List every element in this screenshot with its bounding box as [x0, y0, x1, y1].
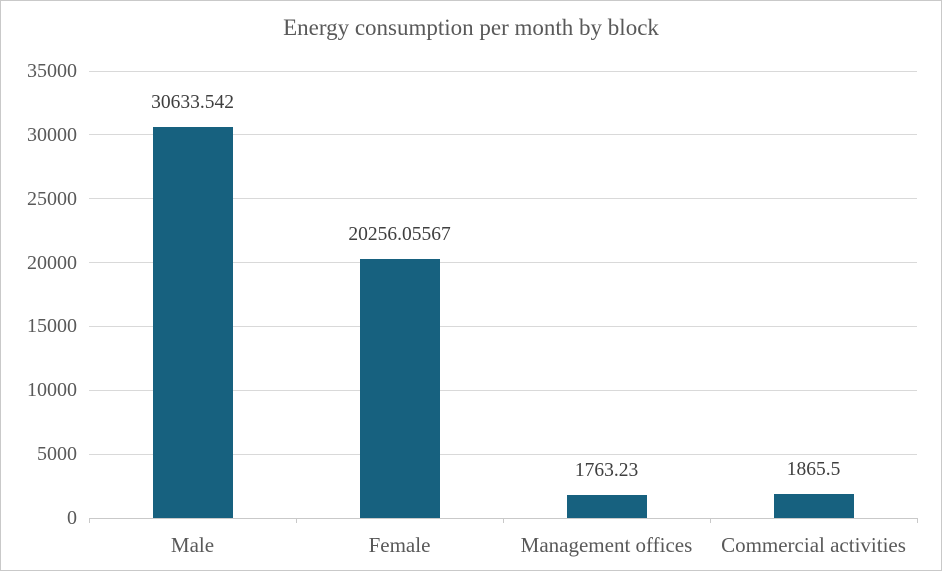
y-tick-label: 20000: [27, 251, 77, 274]
bar: [359, 259, 440, 518]
gridline: [89, 325, 917, 327]
x-axis-tick: [916, 518, 918, 523]
y-tick-label: 30000: [27, 123, 77, 146]
x-axis-tick: [709, 518, 711, 523]
x-axis-tick: [295, 518, 297, 523]
y-tick-label: 25000: [27, 187, 77, 210]
bar: [566, 495, 647, 518]
x-tick-label: Male: [170, 533, 215, 557]
x-axis-tick: [88, 518, 90, 523]
x-tick-label: Female: [368, 533, 431, 557]
y-tick-label: 5000: [37, 443, 77, 466]
bar-value-label: 30633.542: [151, 91, 234, 113]
bar: [773, 494, 854, 518]
gridline: [89, 198, 917, 200]
bar-value-label: 1865.5: [786, 459, 841, 481]
gridline: [89, 70, 917, 72]
bar: [152, 126, 233, 518]
x-tick-label: Management offices: [520, 533, 693, 557]
gridline: [89, 262, 917, 264]
gridline: [89, 389, 917, 391]
gridline: [89, 453, 917, 455]
x-axis-tick: [502, 518, 504, 523]
gridline: [89, 134, 917, 136]
y-tick-label: 35000: [27, 60, 77, 82]
bar-value-label: 20256.05567: [348, 224, 451, 246]
y-tick-label: 15000: [27, 315, 77, 338]
chart-title: Energy consumption per month by block: [283, 15, 659, 40]
y-tick-label: 0: [67, 507, 77, 529]
y-tick-label: 10000: [27, 379, 77, 402]
x-tick-label: Commercial activities: [721, 533, 906, 557]
bar-value-label: 1763.23: [574, 460, 639, 482]
